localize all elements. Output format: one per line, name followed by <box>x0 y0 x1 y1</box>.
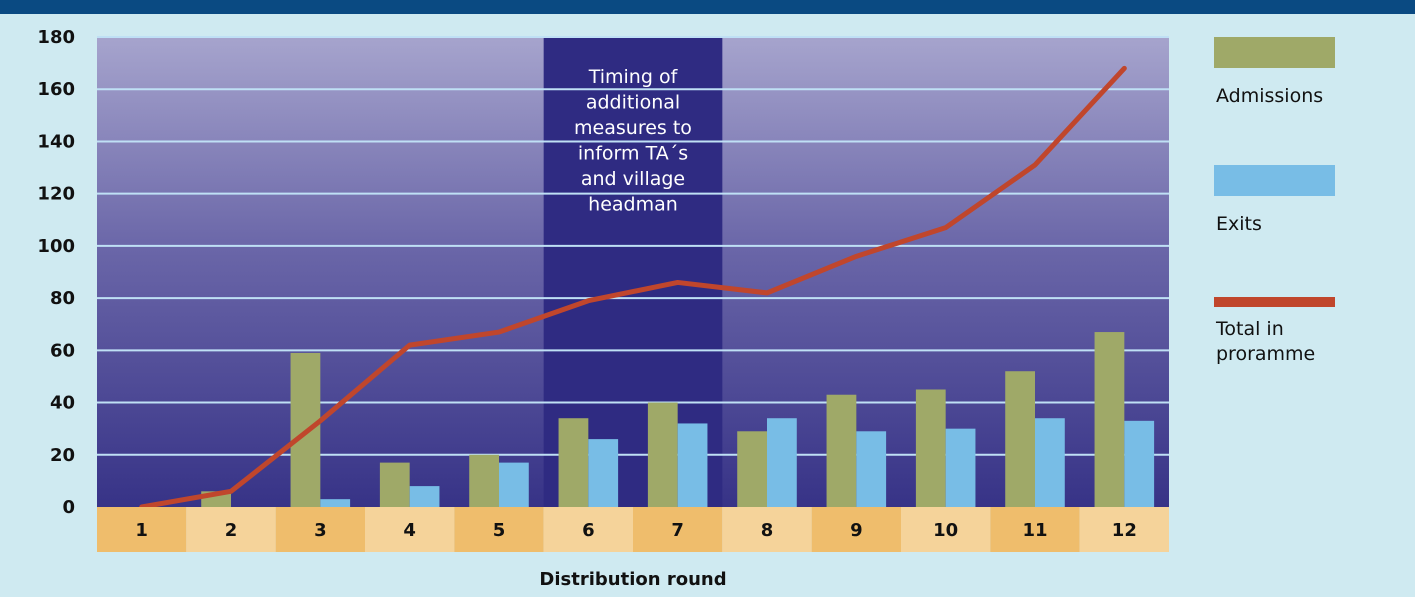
bar-exits <box>1035 418 1065 507</box>
legend-swatch-exits <box>1214 165 1335 196</box>
bar-exits <box>320 499 351 507</box>
x-category-cell <box>633 507 723 552</box>
x-tick-label: 4 <box>403 520 416 541</box>
x-category-cell <box>543 507 633 552</box>
bar-exits <box>409 486 440 507</box>
x-tick-label: 6 <box>582 520 595 541</box>
x-tick-label: 11 <box>1022 520 1047 541</box>
x-category-cell <box>186 507 276 552</box>
x-tick-label: 7 <box>671 520 684 541</box>
bar-admissions <box>737 431 767 507</box>
y-tick-label: 0 <box>62 497 75 518</box>
y-tick-label: 140 <box>37 131 75 152</box>
x-category-cell <box>275 507 365 552</box>
bar-exits <box>945 428 976 507</box>
x-category-cell <box>365 507 455 552</box>
bar-exits <box>856 431 887 507</box>
bar-admissions <box>647 402 678 507</box>
y-tick-label: 160 <box>37 79 75 100</box>
y-tick-label: 100 <box>37 236 75 257</box>
y-tick-label: 60 <box>50 340 75 361</box>
bar-admissions <box>826 394 857 507</box>
bar-admissions <box>1005 371 1035 507</box>
x-tick-label: 8 <box>761 520 774 541</box>
bar-admissions <box>558 418 589 507</box>
x-category-cell <box>811 507 901 552</box>
x-tick-label: 3 <box>314 520 327 541</box>
legend-label-total-in: Total in proramme <box>1215 318 1315 365</box>
x-category-cell <box>901 507 991 552</box>
y-tick-label: 180 <box>37 27 75 48</box>
x-category-cell <box>990 507 1080 552</box>
y-tick-label: 40 <box>50 393 75 414</box>
legend-swatch-admissions <box>1214 37 1335 68</box>
bar-exits <box>677 423 708 507</box>
bar-exits <box>1124 420 1155 507</box>
x-tick-label: 10 <box>933 520 958 541</box>
x-tick-label: 2 <box>225 520 238 541</box>
x-category-cell <box>454 507 544 552</box>
bar-admissions <box>469 454 499 507</box>
x-category-cell <box>97 507 187 552</box>
legend-label-exits: Exits <box>1216 213 1262 235</box>
y-tick-label: 20 <box>50 445 75 466</box>
top-bar <box>0 0 1415 14</box>
y-tick-label: 120 <box>37 184 75 205</box>
bar-admissions <box>915 389 946 507</box>
legend-swatch-total-in <box>1214 297 1335 307</box>
annotation-text: Timing of additional measures to inform TA´… <box>574 66 692 216</box>
bar-admissions <box>379 462 410 507</box>
legend-label-admissions: Admissions <box>1216 85 1323 107</box>
x-tick-label: 12 <box>1112 520 1137 541</box>
y-tick-label: 80 <box>50 288 75 309</box>
x-tick-label: 9 <box>850 520 863 541</box>
x-category-cell <box>722 507 812 552</box>
bar-admissions <box>1094 332 1125 507</box>
bar-exits <box>767 418 797 507</box>
x-axis-title: Distribution round <box>539 569 726 590</box>
bar-exits <box>499 462 529 507</box>
bar-exits <box>588 439 619 507</box>
line-total-in-programme <box>139 65 1127 510</box>
x-category-cell <box>1079 507 1169 552</box>
x-tick-label: 1 <box>135 520 148 541</box>
x-tick-label: 5 <box>493 520 506 541</box>
